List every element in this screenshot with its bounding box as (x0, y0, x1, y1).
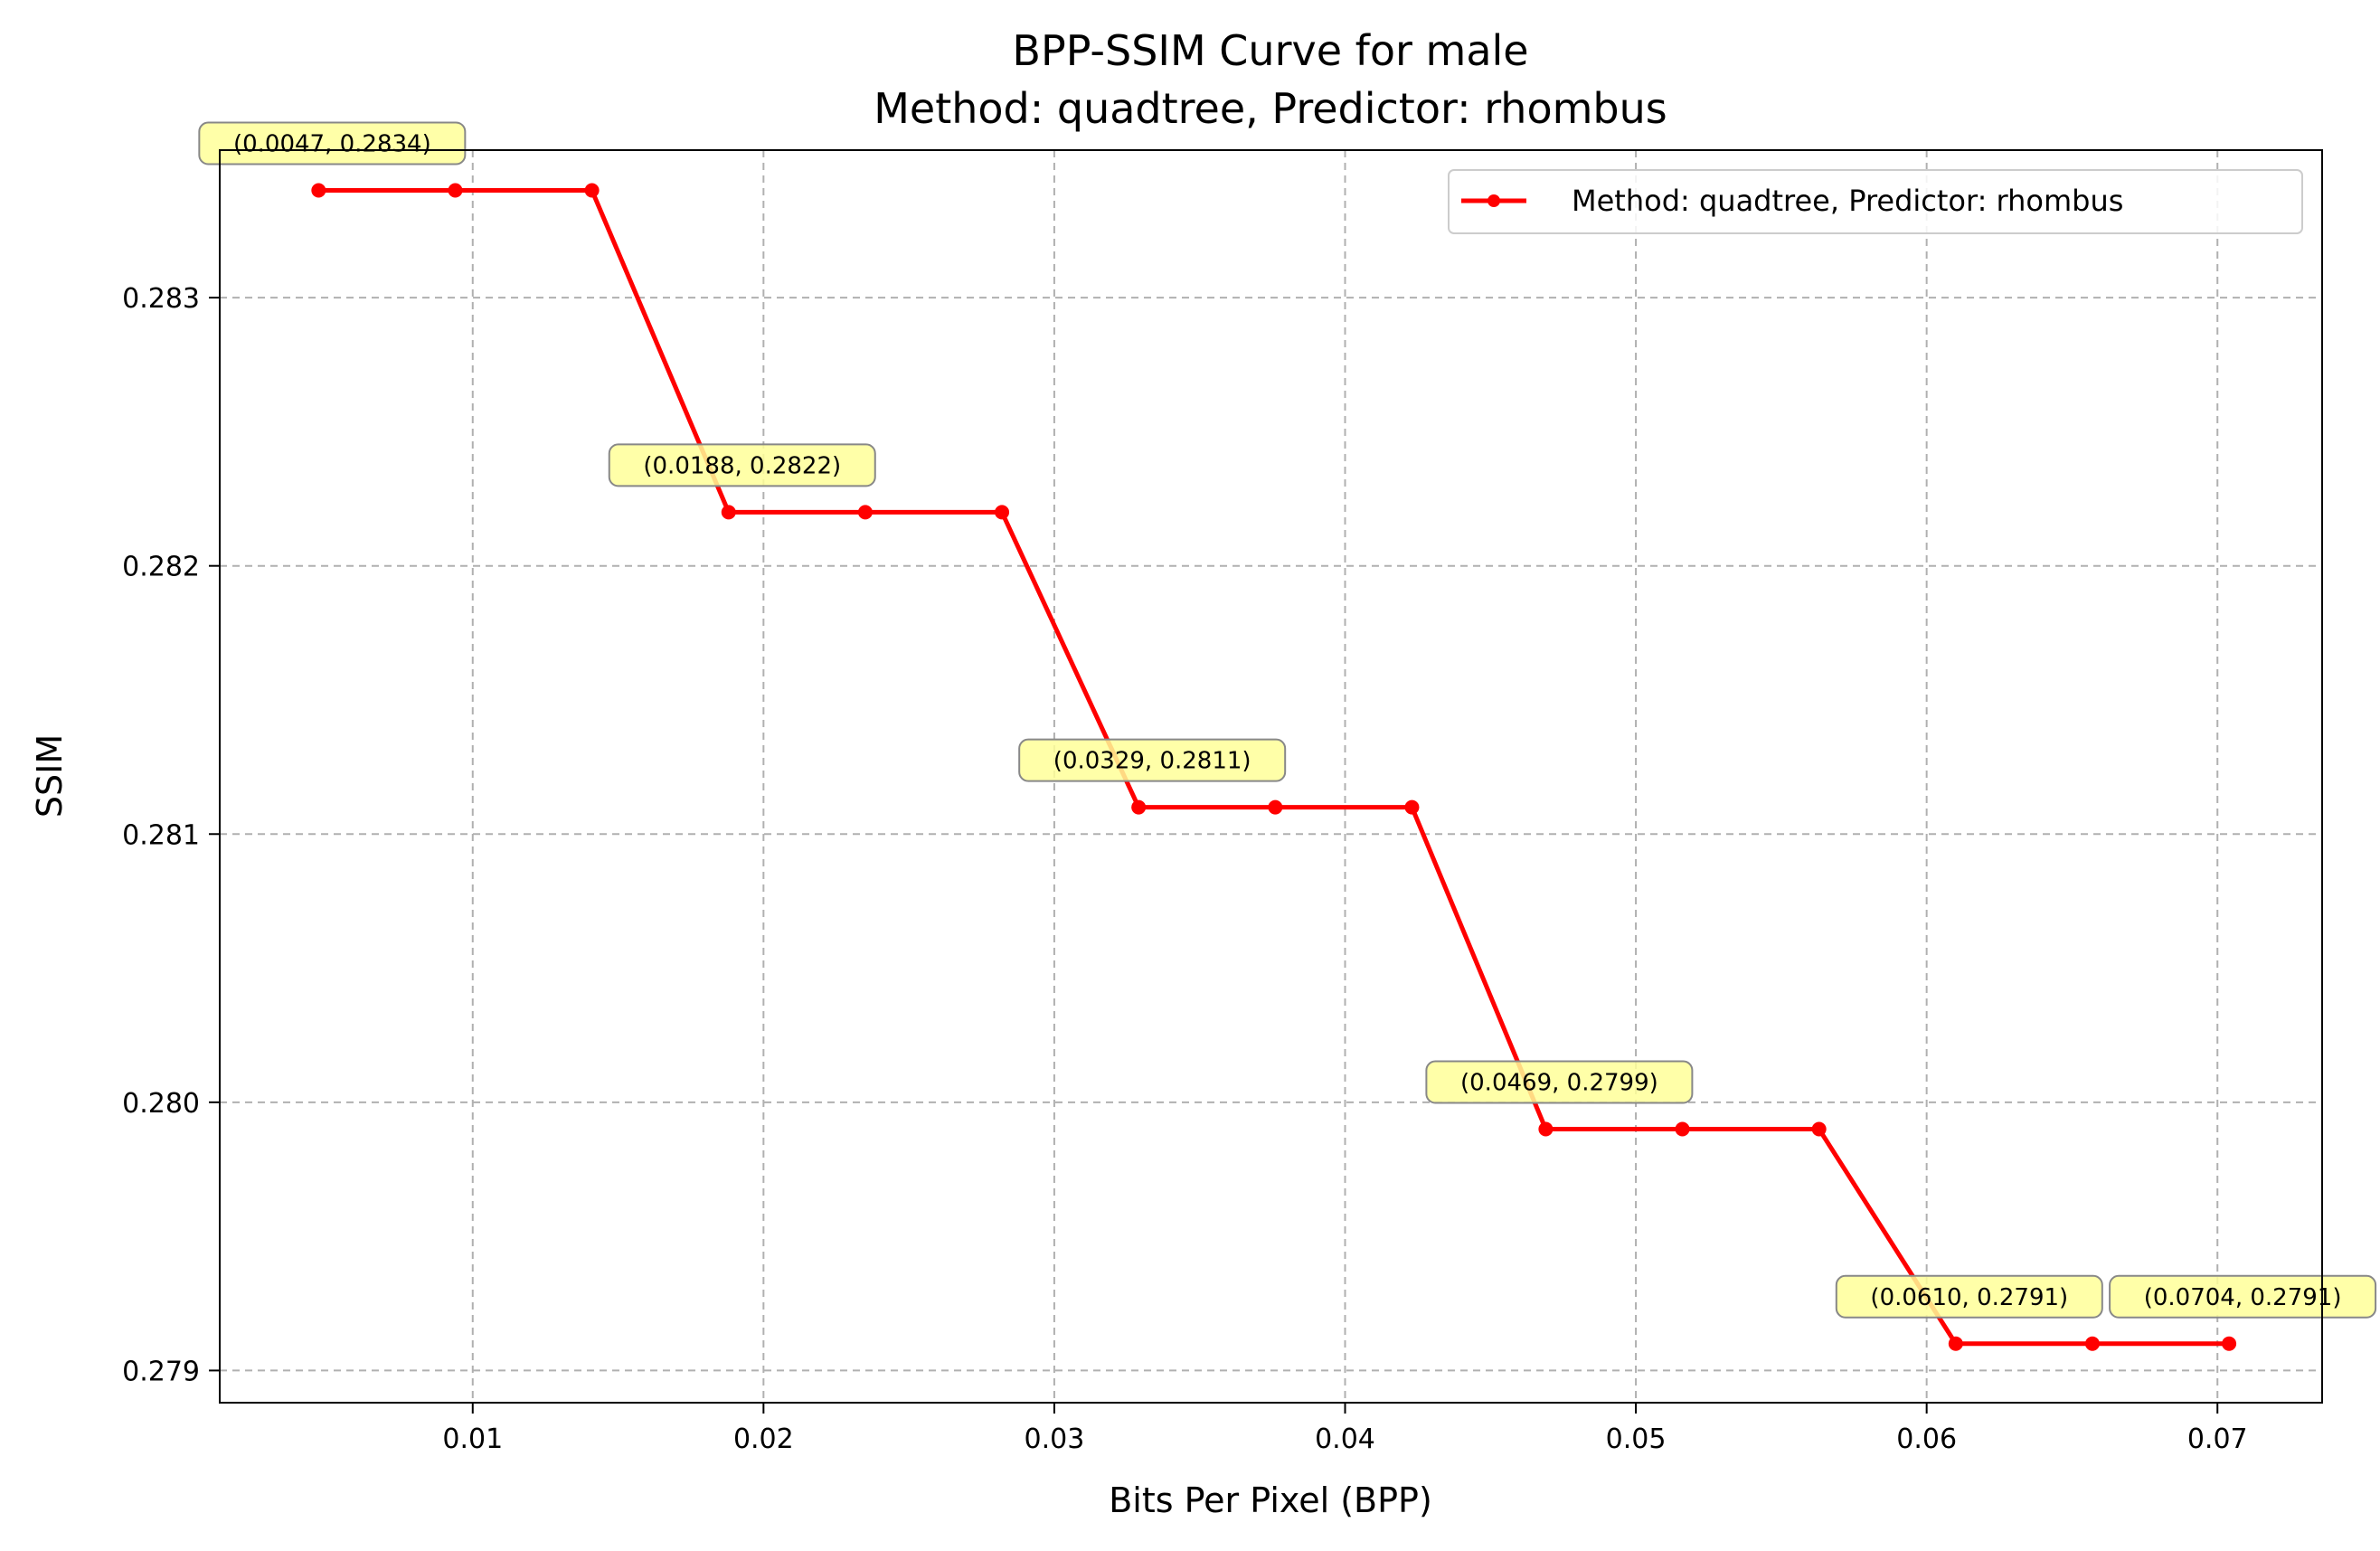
annotation-label: (0.0704, 0.2791) (2144, 1284, 2342, 1311)
x-axis-ticks: 0.01 0.02 0.03 0.04 0.05 0.06 0.07 (442, 1403, 2248, 1455)
chart-subtitle: Method: quadtree, Predictor: rhombus (874, 84, 1667, 133)
y-axis-label: SSIM (30, 734, 70, 818)
series-layer (311, 183, 2237, 1351)
data-point (1131, 799, 1147, 815)
annotation-label: (0.0610, 0.2791) (1870, 1284, 2068, 1311)
annotation-box (608, 443, 876, 487)
x-tick-label: 0.07 (2187, 1423, 2248, 1455)
y-tick-label: 0.279 (122, 1356, 200, 1387)
annotation-label: (0.0329, 0.2811) (1053, 748, 1251, 775)
point-annotation: (0.0047, 0.2834) (198, 121, 467, 166)
annotation-box (1425, 1060, 1694, 1104)
data-point (857, 505, 873, 520)
data-point (311, 183, 326, 198)
y-axis-ticks: 0.279 0.280 0.281 0.282 0.283 (122, 283, 220, 1387)
annotation-box (198, 121, 467, 166)
legend-box (1448, 169, 2303, 234)
x-tick-label: 0.04 (1315, 1423, 1375, 1455)
data-point (2084, 1336, 2100, 1351)
data-point (448, 183, 463, 198)
y-tick-label: 0.283 (122, 283, 200, 315)
data-point (2222, 1336, 2237, 1351)
annotation-label: (0.0469, 0.2799) (1460, 1069, 1658, 1096)
data-point (1811, 1121, 1827, 1137)
data-point (1948, 1336, 1963, 1351)
annotation-box (1835, 1274, 2103, 1319)
legend-marker-swatch (1488, 194, 1500, 207)
annotation-layer: (0.0047, 0.2834) (0.0188, 0.2822) (0.0329,… (198, 121, 2377, 1319)
data-point (584, 183, 600, 198)
x-tick-label: 0.05 (1606, 1423, 1667, 1455)
x-tick-label: 0.02 (733, 1423, 794, 1455)
data-point (721, 505, 736, 520)
data-point (1675, 1121, 1690, 1137)
x-tick-label: 0.06 (1896, 1423, 1957, 1455)
legend: Method: quadtree, Predictor: rhombus (1448, 169, 2303, 234)
data-point (1538, 1121, 1554, 1137)
point-annotation: (0.0329, 0.2811) (1018, 738, 1287, 782)
plot-area-frame (219, 149, 2323, 1404)
legend-entry-label: Method: quadtree, Predictor: rhombus (1572, 184, 2123, 218)
annotation-box (2109, 1274, 2377, 1319)
y-tick-label: 0.282 (122, 552, 200, 583)
point-annotation: (0.0188, 0.2822) (608, 443, 876, 487)
y-tick-label: 0.281 (122, 819, 200, 851)
point-annotation: (0.0610, 0.2791) (1835, 1274, 2103, 1319)
y-tick-label: 0.280 (122, 1088, 200, 1120)
annotation-box (1018, 738, 1287, 782)
data-point (1268, 799, 1283, 815)
point-annotation: (0.0469, 0.2799) (1425, 1060, 1694, 1104)
annotation-label: (0.0047, 0.2834) (233, 130, 431, 157)
data-point (1404, 799, 1420, 815)
x-tick-label: 0.03 (1025, 1423, 1085, 1455)
point-annotation: (0.0704, 0.2791) (2109, 1274, 2377, 1319)
chart-title: BPP-SSIM Curve for male (1012, 26, 1528, 75)
x-axis-label: Bits Per Pixel (BPP) (1109, 1480, 1432, 1520)
annotation-label: (0.0188, 0.2822) (643, 452, 841, 479)
x-tick-label: 0.01 (442, 1423, 503, 1455)
data-point (995, 505, 1010, 520)
